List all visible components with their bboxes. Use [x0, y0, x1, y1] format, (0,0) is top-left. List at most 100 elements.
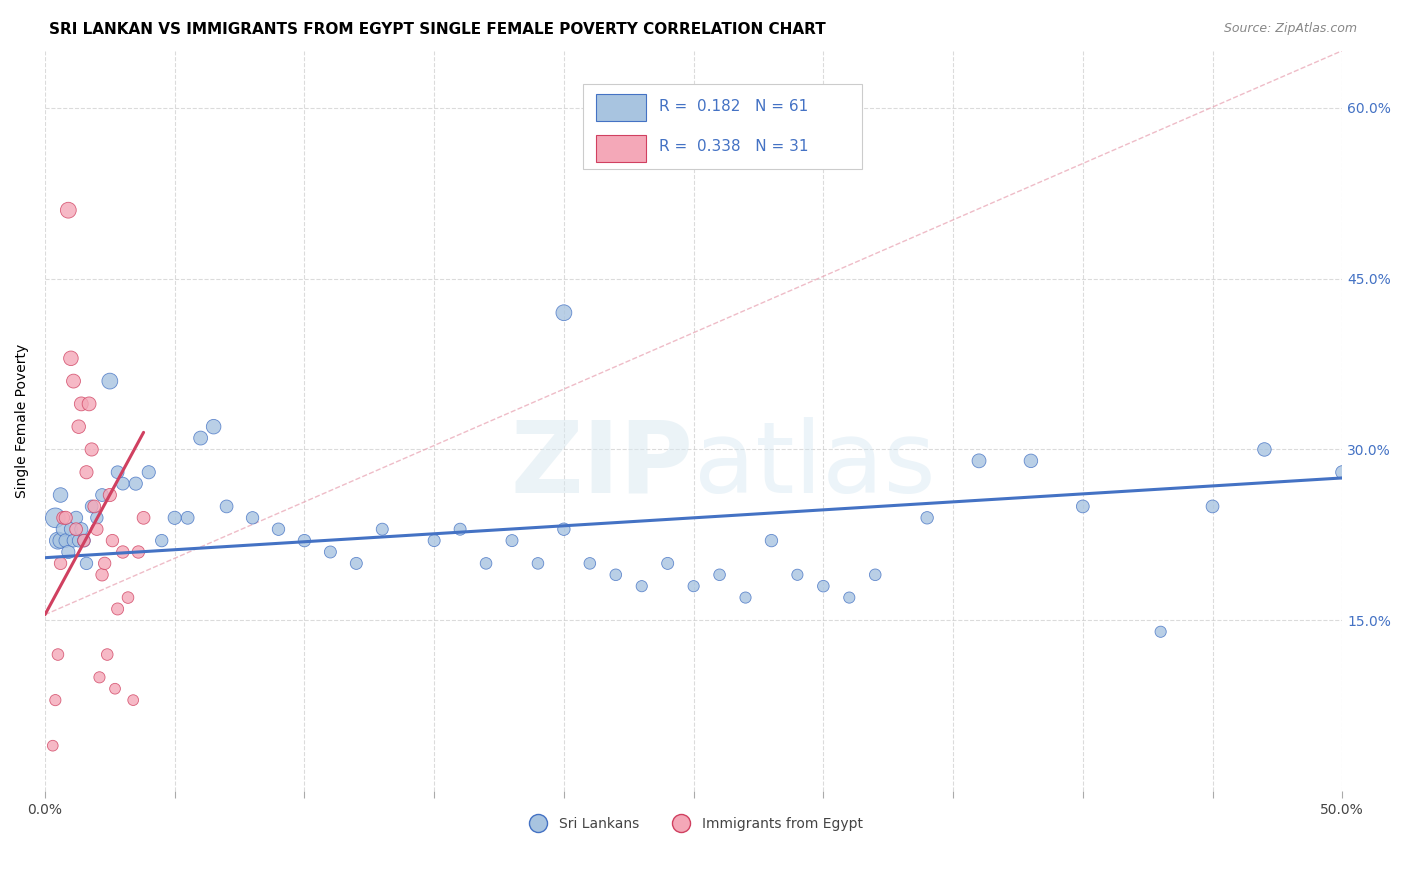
Point: [1201, 500, 1223, 514]
Point: [73, 533, 96, 548]
Point: [267, 522, 290, 536]
Point: [93, 557, 115, 571]
Point: [101, 533, 124, 548]
Point: [132, 511, 155, 525]
Point: [62, 533, 84, 548]
Point: [73, 533, 96, 548]
Point: [501, 533, 523, 548]
Point: [319, 545, 342, 559]
Legend: Sri Lankans, Immigrants from Egypt: Sri Lankans, Immigrants from Egypt: [519, 811, 869, 836]
Point: [58, 203, 80, 218]
Point: [190, 431, 212, 445]
Point: [215, 500, 238, 514]
Point: [111, 545, 134, 559]
Point: [127, 545, 149, 559]
Point: [98, 374, 121, 388]
Point: [86, 522, 108, 536]
FancyBboxPatch shape: [596, 135, 645, 161]
Point: [76, 557, 98, 571]
Point: [89, 670, 111, 684]
Point: [98, 488, 121, 502]
Point: [967, 454, 990, 468]
Point: [59, 522, 82, 536]
Text: R =  0.182   N = 61: R = 0.182 N = 61: [658, 99, 808, 113]
Point: [915, 511, 938, 525]
Point: [70, 522, 93, 536]
Point: [86, 511, 108, 525]
Point: [96, 648, 118, 662]
Point: [553, 306, 575, 320]
Point: [786, 567, 808, 582]
Point: [475, 557, 498, 571]
Text: R =  0.338   N = 31: R = 0.338 N = 31: [658, 139, 808, 154]
Point: [44, 511, 66, 525]
Point: [65, 511, 87, 525]
Point: [111, 476, 134, 491]
Point: [813, 579, 835, 593]
Point: [62, 374, 84, 388]
Point: [46, 648, 69, 662]
FancyBboxPatch shape: [583, 84, 862, 169]
Point: [657, 557, 679, 571]
Point: [55, 511, 77, 525]
Point: [80, 442, 103, 457]
Point: [176, 511, 198, 525]
Point: [202, 419, 225, 434]
Point: [709, 567, 731, 582]
Point: [65, 522, 87, 536]
Point: [52, 511, 75, 525]
Y-axis label: Single Female Poverty: Single Female Poverty: [15, 343, 30, 498]
Point: [91, 567, 114, 582]
Point: [55, 533, 77, 548]
Point: [125, 476, 148, 491]
Point: [58, 545, 80, 559]
Point: [59, 351, 82, 366]
Point: [1253, 442, 1275, 457]
Point: [49, 533, 72, 548]
Point: [76, 465, 98, 479]
FancyBboxPatch shape: [596, 95, 645, 121]
Point: [163, 511, 186, 525]
Point: [49, 488, 72, 502]
Point: [52, 522, 75, 536]
Point: [91, 488, 114, 502]
Point: [42, 739, 65, 753]
Point: [70, 397, 93, 411]
Point: [865, 567, 887, 582]
Point: [150, 533, 173, 548]
Point: [46, 533, 69, 548]
Point: [107, 602, 129, 616]
Point: [67, 533, 90, 548]
Point: [107, 465, 129, 479]
Point: [579, 557, 602, 571]
Text: ZIP: ZIP: [510, 417, 693, 514]
Point: [67, 419, 90, 434]
Point: [117, 591, 139, 605]
Point: [44, 693, 66, 707]
Point: [1071, 500, 1094, 514]
Point: [294, 533, 316, 548]
Point: [838, 591, 860, 605]
Point: [1019, 454, 1042, 468]
Point: [104, 681, 127, 696]
Point: [605, 567, 627, 582]
Point: [553, 522, 575, 536]
Point: [630, 579, 652, 593]
Text: SRI LANKAN VS IMMIGRANTS FROM EGYPT SINGLE FEMALE POVERTY CORRELATION CHART: SRI LANKAN VS IMMIGRANTS FROM EGYPT SING…: [49, 22, 825, 37]
Point: [371, 522, 394, 536]
Point: [761, 533, 783, 548]
Point: [527, 557, 550, 571]
Point: [682, 579, 704, 593]
Point: [138, 465, 160, 479]
Point: [423, 533, 446, 548]
Point: [77, 397, 100, 411]
Point: [344, 557, 367, 571]
Point: [242, 511, 264, 525]
Point: [734, 591, 756, 605]
Point: [1331, 465, 1354, 479]
Point: [122, 693, 145, 707]
Point: [80, 500, 103, 514]
Point: [83, 500, 105, 514]
Point: [49, 557, 72, 571]
Point: [449, 522, 471, 536]
